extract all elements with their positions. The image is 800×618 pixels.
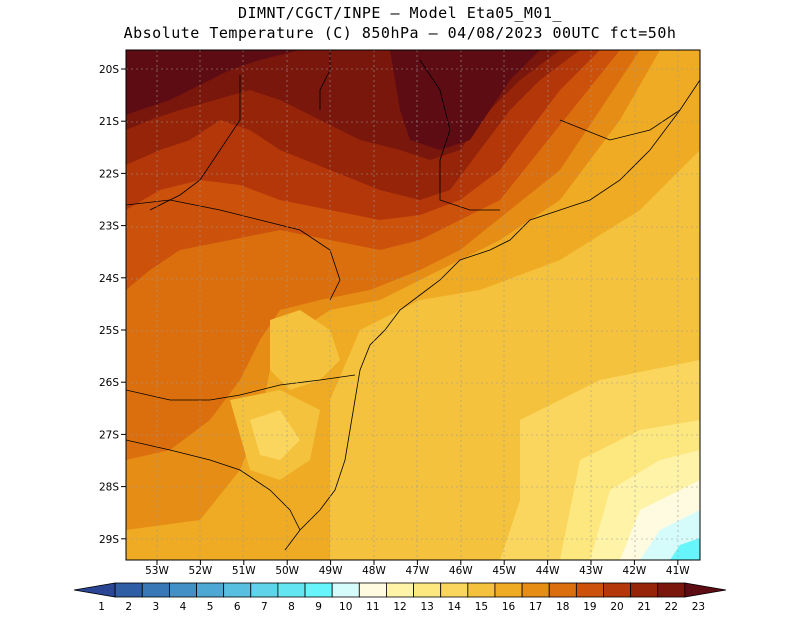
lon-label: 42W <box>623 565 647 577</box>
colorbar-label: 4 <box>180 601 187 613</box>
colorbar <box>73 582 727 598</box>
colorbar-label: 8 <box>288 601 295 613</box>
temperature-field <box>126 50 700 560</box>
colorbar-label: 19 <box>583 601 596 613</box>
colorbar-label: 20 <box>610 601 623 613</box>
colorbar-label: 12 <box>393 601 406 613</box>
map-title-line-1: DIMNT/CGCT/INPE – Model Eta05_M01_ <box>237 4 563 22</box>
colorbar-swatch <box>548 582 577 598</box>
colorbar-label: 17 <box>529 601 542 613</box>
colorbar-swatch <box>494 582 523 598</box>
lat-label: 20S <box>99 64 119 76</box>
lon-label: 44W <box>536 565 560 577</box>
lon-label: 45W <box>492 565 516 577</box>
colorbar-label: 7 <box>261 601 268 613</box>
lon-label: 48W <box>362 565 386 577</box>
graticule <box>126 50 700 560</box>
lon-label: 50W <box>275 565 299 577</box>
latitude-labels: 20S 21S 22S 23S 24S 25S 26S 27S 28S 29S <box>99 64 126 546</box>
lon-label: 53W <box>145 565 169 577</box>
lon-label: 51W <box>232 565 256 577</box>
colorbar-label: 14 <box>448 601 462 613</box>
map-title-line-2: Absolute Temperature (C) 850hPa – 04/08/… <box>123 24 677 42</box>
colorbar-swatch <box>575 582 604 598</box>
colorbar-label: 11 <box>366 601 379 613</box>
colorbar-label: 21 <box>637 601 650 613</box>
colorbar-swatch <box>141 582 170 598</box>
colorbar-swatch <box>223 582 252 598</box>
colorbar-swatch <box>196 582 225 598</box>
lat-label: 21S <box>99 116 119 128</box>
colorbar-swatch <box>250 582 279 598</box>
colorbar-label: 1 <box>98 601 105 613</box>
lat-label: 23S <box>99 221 119 233</box>
colorbar-swatch <box>73 582 116 598</box>
longitude-labels: 53W 52W 51W 50W 49W 48W 47W 46W 45W 44W 43W 42W 41W <box>145 560 690 577</box>
lat-label: 29S <box>99 534 119 546</box>
plot-frame <box>125 49 701 561</box>
colorbar-label: 10 <box>339 601 352 613</box>
colorbar-swatch <box>331 582 360 598</box>
colorbar-swatch <box>603 582 632 598</box>
colorbar-label: 18 <box>556 601 569 613</box>
lon-label: 49W <box>319 565 343 577</box>
colorbar-label: 3 <box>152 601 159 613</box>
lon-label: 52W <box>189 565 213 577</box>
lon-label: 47W <box>406 565 430 577</box>
colorbar-labels: 1 2 3 4 5 6 7 8 9 10 11 12 13 14 15 16 17 18 19 20 21 22 23 <box>98 601 705 613</box>
lat-label: 27S <box>99 429 119 441</box>
lat-label: 22S <box>99 168 119 180</box>
colorbar-swatch <box>657 582 686 598</box>
lat-label: 28S <box>99 482 119 494</box>
lon-label: 46W <box>449 565 473 577</box>
colorbar-swatch <box>440 582 469 598</box>
colorbar-label: 15 <box>475 601 488 613</box>
colorbar-label: 9 <box>315 601 322 613</box>
colorbar-swatch <box>114 582 143 598</box>
colorbar-swatch <box>521 582 550 598</box>
colorbar-swatch <box>467 582 496 598</box>
lon-label: 41W <box>666 565 690 577</box>
colorbar-swatch <box>304 582 333 598</box>
colorbar-swatch <box>358 582 387 598</box>
colorbar-swatch <box>386 582 414 598</box>
colorbar-swatch <box>630 582 659 598</box>
colorbar-swatch <box>684 582 727 598</box>
colorbar-label: 16 <box>502 601 516 613</box>
colorbar-label: 5 <box>207 601 214 613</box>
colorbar-label: 23 <box>692 601 705 613</box>
colorbar-label: 6 <box>234 601 241 613</box>
lat-label: 25S <box>99 325 119 337</box>
lat-label: 24S <box>99 273 119 285</box>
colorbar-label: 22 <box>665 601 678 613</box>
colorbar-label: 2 <box>125 601 132 613</box>
colorbar-swatch <box>413 582 442 598</box>
colorbar-swatch <box>168 582 197 598</box>
lat-label: 26S <box>99 377 119 389</box>
lon-label: 43W <box>579 565 603 577</box>
colorbar-swatch <box>277 582 306 598</box>
colorbar-label: 13 <box>420 601 433 613</box>
